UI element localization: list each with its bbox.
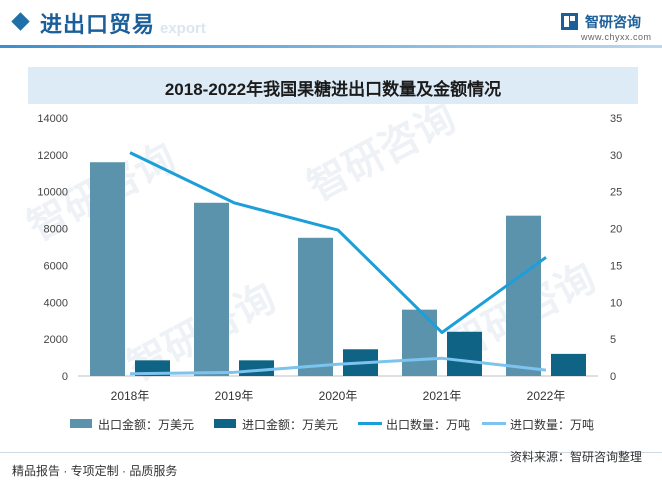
y-right-tick-label: 25 [610, 187, 622, 199]
y-right-tick-label: 30 [610, 150, 622, 162]
page-header: export 进出口贸易 智研咨询 www.chyxx.com [0, 0, 662, 55]
brand-logo-icon [561, 13, 578, 30]
y-right-tick-label: 0 [610, 371, 616, 383]
y-right-tick-label: 35 [610, 113, 622, 125]
legend-swatch [214, 419, 236, 428]
brand-name: 智研咨询 [585, 14, 641, 30]
y-left-tick-label: 4000 [44, 297, 68, 309]
legend-swatch [358, 422, 382, 425]
header-divider [0, 45, 662, 48]
y-right-tick-label: 20 [610, 224, 622, 236]
header-ghost-text: export [160, 20, 206, 37]
legend-label: 进口金额：万美元 [242, 418, 339, 432]
x-tick-label: 2022年 [527, 389, 566, 403]
legend-label: 出口数量：万吨 [386, 418, 471, 432]
footer-tagline: 精品报告 · 专项定制 · 品质服务 [12, 464, 178, 478]
page-title: 进出口贸易 [40, 12, 156, 37]
bar-import-value [551, 353, 586, 376]
chart-title-band: 2018-2022年我国果糖进出口数量及金额情况 [28, 67, 638, 104]
data-source: 资料来源：智研咨询整理 [510, 450, 643, 464]
bar-export-value [402, 309, 437, 376]
y-left-tick-label: 10000 [37, 187, 68, 199]
chart-title: 2018-2022年我国果糖进出口数量及金额情况 [164, 80, 502, 99]
bar-export-value [506, 215, 541, 376]
bar-export-value [90, 162, 125, 376]
bar-export-value [194, 202, 229, 376]
x-tick-label: 2021年 [423, 389, 462, 403]
y-left-tick-label: 2000 [44, 334, 68, 346]
y-left-tick-label: 0 [62, 371, 68, 383]
x-tick-label: 2019年 [215, 389, 254, 403]
x-tick-label: 2020年 [319, 389, 358, 403]
y-right-tick-label: 5 [610, 334, 616, 346]
y-right-tick-label: 10 [610, 297, 622, 309]
legend-label: 进口数量：万吨 [510, 418, 595, 432]
legend-swatch [70, 419, 92, 428]
y-left-tick-label: 12000 [37, 150, 68, 162]
legend-swatch [482, 422, 506, 425]
legend-label: 出口金额：万美元 [98, 418, 195, 432]
line-series-import-volume [129, 356, 547, 376]
bar-export-value [298, 237, 333, 376]
x-tick-label: 2018年 [111, 389, 150, 403]
brand-url: www.chyxx.com [581, 32, 652, 42]
y-left-tick-label: 6000 [44, 260, 68, 272]
bar-import-value [447, 331, 482, 376]
y-right-tick-label: 15 [610, 260, 622, 272]
footer-divider [0, 452, 662, 453]
y-left-tick-label: 14000 [37, 113, 68, 125]
line-series-export-volume [129, 151, 547, 335]
y-left-tick-label: 8000 [44, 224, 68, 236]
